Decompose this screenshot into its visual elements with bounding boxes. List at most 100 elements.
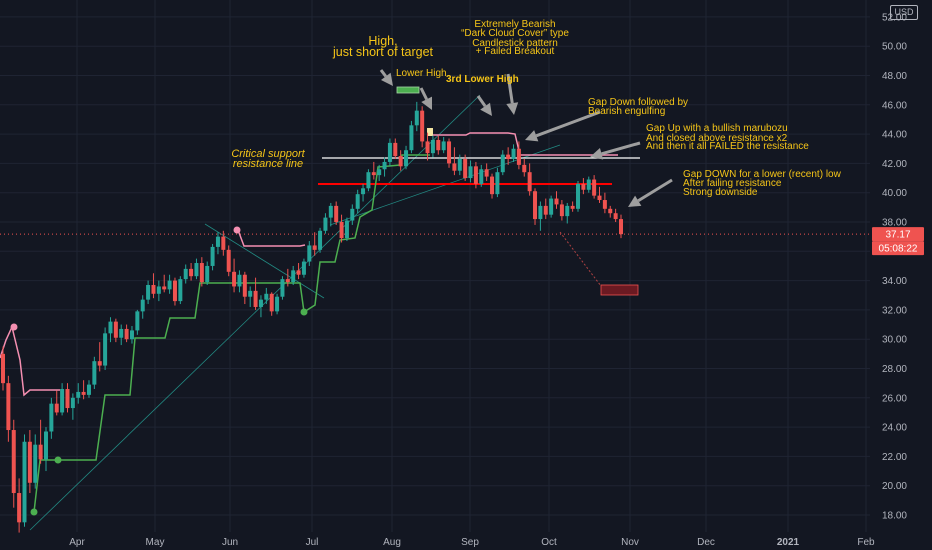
- candle: [495, 167, 500, 198]
- y-tick-label: 22.00: [882, 452, 907, 463]
- candle: [81, 380, 86, 400]
- annotation-arrow: [419, 87, 432, 110]
- candle-body: [275, 296, 280, 312]
- candle-body: [237, 274, 242, 287]
- candle: [135, 309, 140, 335]
- annotation-arrow: [525, 110, 601, 142]
- candle: [76, 383, 81, 404]
- candle: [452, 147, 457, 176]
- candle-body: [189, 268, 194, 277]
- annotation-text: “Dark Cloud Cover” type: [461, 28, 569, 39]
- candle-body: [522, 164, 527, 173]
- x-tick-label: Apr: [69, 537, 85, 548]
- y-tick-label: 18.00: [882, 511, 907, 522]
- currency-badge[interactable]: USD: [890, 5, 918, 20]
- candle: [506, 147, 511, 165]
- y-tick-label: 52.00: [882, 12, 907, 23]
- candle: [479, 164, 484, 187]
- y-tick-label: 38.00: [882, 218, 907, 229]
- candle: [162, 274, 167, 293]
- candle: [237, 270, 242, 293]
- candle: [151, 273, 156, 299]
- grid-lines: [0, 0, 870, 532]
- candle: [339, 214, 344, 243]
- candle: [511, 144, 516, 162]
- y-tick-label: 40.00: [882, 188, 907, 199]
- candle-body: [60, 389, 65, 413]
- candle: [167, 274, 172, 294]
- candle-body: [608, 208, 613, 214]
- candle-body: [447, 141, 452, 164]
- candle: [468, 160, 473, 183]
- candle-body: [586, 179, 591, 190]
- arrow-shaft: [535, 110, 601, 138]
- candle: [398, 150, 403, 171]
- doji-highlight: [427, 128, 433, 136]
- candle: [172, 277, 177, 306]
- candle: [296, 263, 301, 280]
- candle: [146, 280, 151, 305]
- candle: [516, 141, 521, 170]
- descending-trendline: [204, 223, 325, 299]
- candle: [221, 230, 226, 256]
- candle: [285, 268, 290, 287]
- y-tick-label: 20.00: [882, 481, 907, 492]
- candle-body: [527, 172, 532, 192]
- candle: [232, 258, 237, 293]
- candle-body: [65, 389, 70, 409]
- arrow-head: [628, 195, 642, 207]
- y-tick-label: 42.00: [882, 159, 907, 170]
- arrow-shaft: [379, 69, 387, 78]
- trend-indicator-green: [33, 154, 430, 513]
- candle: [178, 276, 183, 305]
- candle: [522, 159, 527, 177]
- candle-body: [146, 284, 151, 300]
- candle: [312, 232, 317, 256]
- annotation-text: Extremely Bearish: [474, 19, 555, 30]
- candle: [113, 318, 118, 343]
- candle: [248, 286, 253, 307]
- candle-body: [602, 200, 607, 209]
- candle-body: [495, 172, 500, 195]
- candle: [280, 276, 285, 300]
- candle: [307, 241, 312, 266]
- candle: [318, 227, 323, 253]
- y-tick-label: 28.00: [882, 364, 907, 375]
- candle-body: [339, 222, 344, 239]
- y-tick-label: 48.00: [882, 71, 907, 82]
- y-tick-label: 30.00: [882, 335, 907, 346]
- candle: [576, 180, 581, 212]
- high-marker-box: [396, 86, 420, 94]
- candle-body: [613, 213, 618, 220]
- candle: [366, 169, 371, 192]
- annotation-text: Critical support: [231, 148, 305, 160]
- time-axis[interactable]: Apr May Jun Jul Aug Sep Oct Nov Dec 2021 Feb: [69, 537, 875, 548]
- arrow-head: [525, 130, 539, 142]
- candle: [414, 101, 419, 132]
- annotation-text: Strong downside: [683, 187, 758, 198]
- annotation-text: Gap Up with a bullish marubozu: [646, 123, 788, 134]
- candle-body: [210, 246, 215, 266]
- candle: [242, 271, 247, 305]
- annotation-text: Bearish engulfing: [588, 106, 665, 117]
- candle-body: [97, 361, 102, 366]
- candle-body: [27, 441, 32, 483]
- candle-body: [355, 194, 360, 209]
- candle-body: [377, 169, 382, 176]
- candle-body: [221, 236, 226, 250]
- candle-body: [167, 280, 172, 290]
- candle: [404, 145, 409, 170]
- candle-body: [328, 205, 333, 218]
- candle: [559, 200, 564, 221]
- candle-body: [484, 169, 489, 177]
- price-axis[interactable]: 52.00 50.00 48.00 46.00 44.00 42.00 40.00 38.00…: [882, 12, 907, 521]
- candle: [33, 434, 38, 489]
- candlestick-series: [1, 101, 623, 533]
- candle: [382, 157, 387, 177]
- candle: [597, 186, 602, 203]
- candle: [500, 150, 505, 176]
- candle-body: [291, 270, 296, 283]
- arrow-shaft: [506, 73, 514, 104]
- candle: [592, 175, 597, 199]
